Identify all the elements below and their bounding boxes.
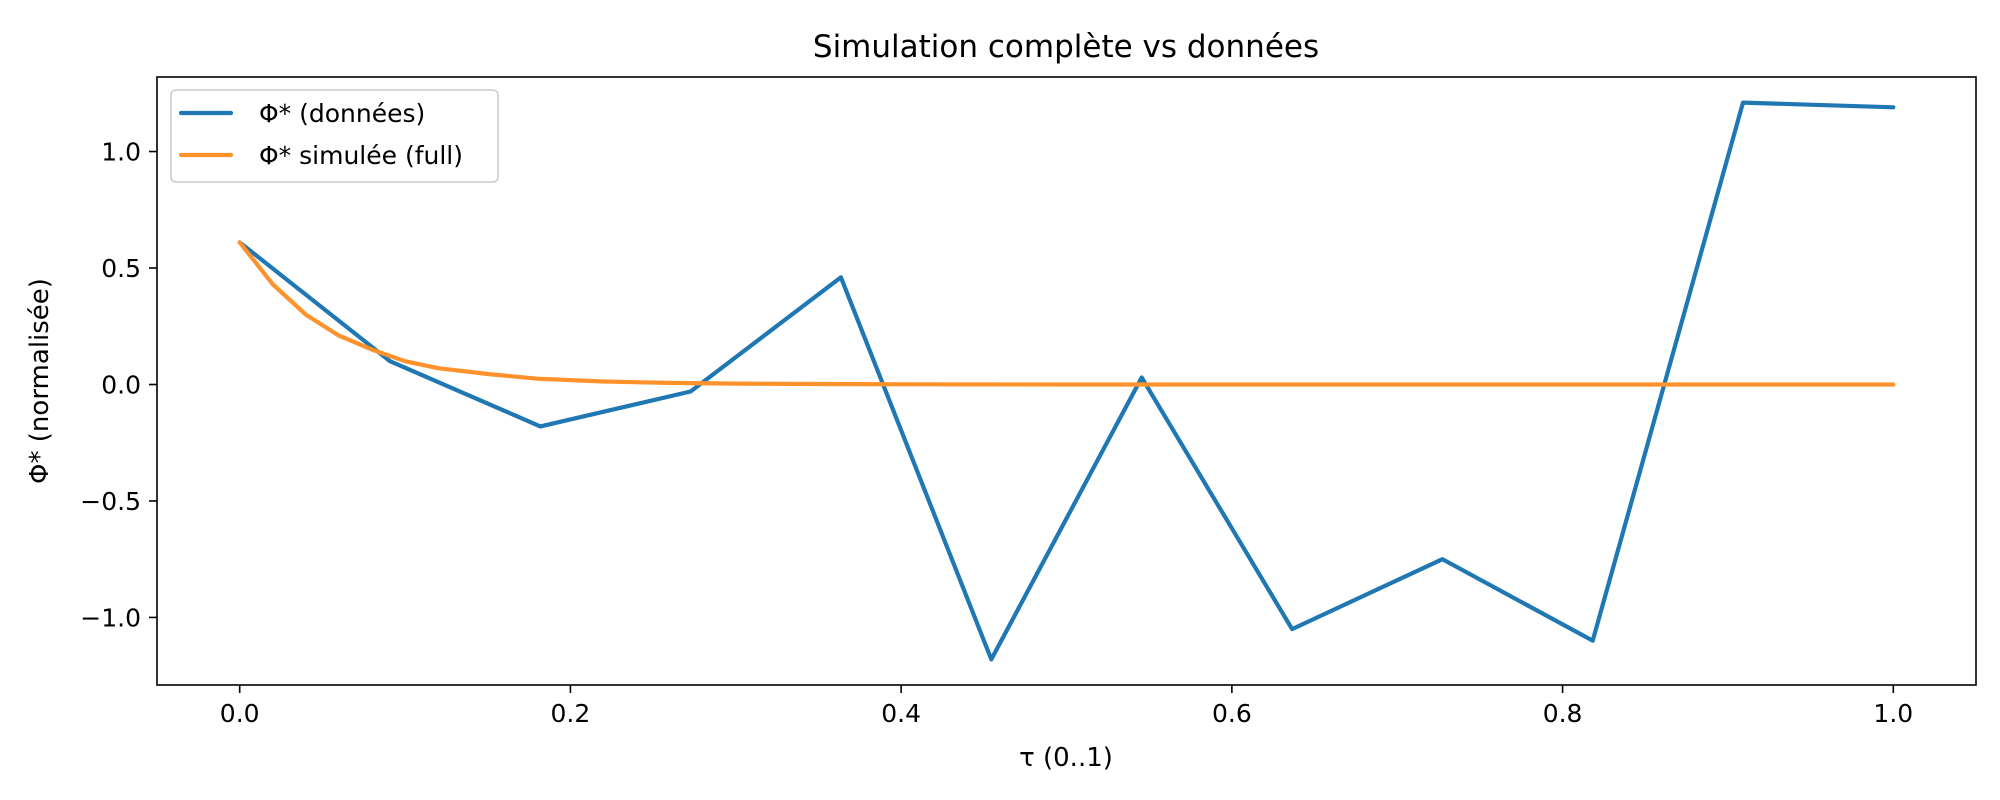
x-axis-label: τ (0..1): [1019, 743, 1113, 773]
y-tick-label: 0.5: [101, 254, 141, 283]
legend: Φ* (données) Φ* simulée (full): [170, 89, 499, 183]
series-line-2: [237, 240, 1896, 387]
x-tick-label: 1.0: [1873, 699, 1913, 728]
legend-label-1: Φ* (données): [259, 99, 425, 128]
x-tick-label: 0.0: [220, 699, 260, 728]
y-tick-label: 1.0: [101, 138, 141, 167]
plot-area: [237, 100, 1896, 662]
x-tick-label: 0.6: [1212, 699, 1252, 728]
x-axis: 0.0 0.2 0.4 0.6 0.8 1.0: [220, 685, 1913, 728]
x-tick-label: 0.4: [881, 699, 921, 728]
y-tick-label: 0.0: [101, 370, 141, 399]
legend-label-2: Φ* simulée (full): [259, 141, 463, 170]
x-tick-label: 0.8: [1543, 699, 1583, 728]
y-axis-label: Φ* (normalisée): [25, 278, 55, 484]
y-axis: −1.0 −0.5 0.0 0.5 1.0: [80, 138, 157, 632]
chart-title: Simulation complète vs données: [813, 29, 1319, 65]
legend-frame: [170, 89, 499, 183]
series-line-1: [237, 100, 1896, 662]
x-tick-label: 0.2: [551, 699, 591, 728]
y-tick-label: −0.5: [80, 487, 141, 516]
y-tick-label: −1.0: [80, 603, 141, 632]
plot-frame: [156, 76, 1977, 686]
